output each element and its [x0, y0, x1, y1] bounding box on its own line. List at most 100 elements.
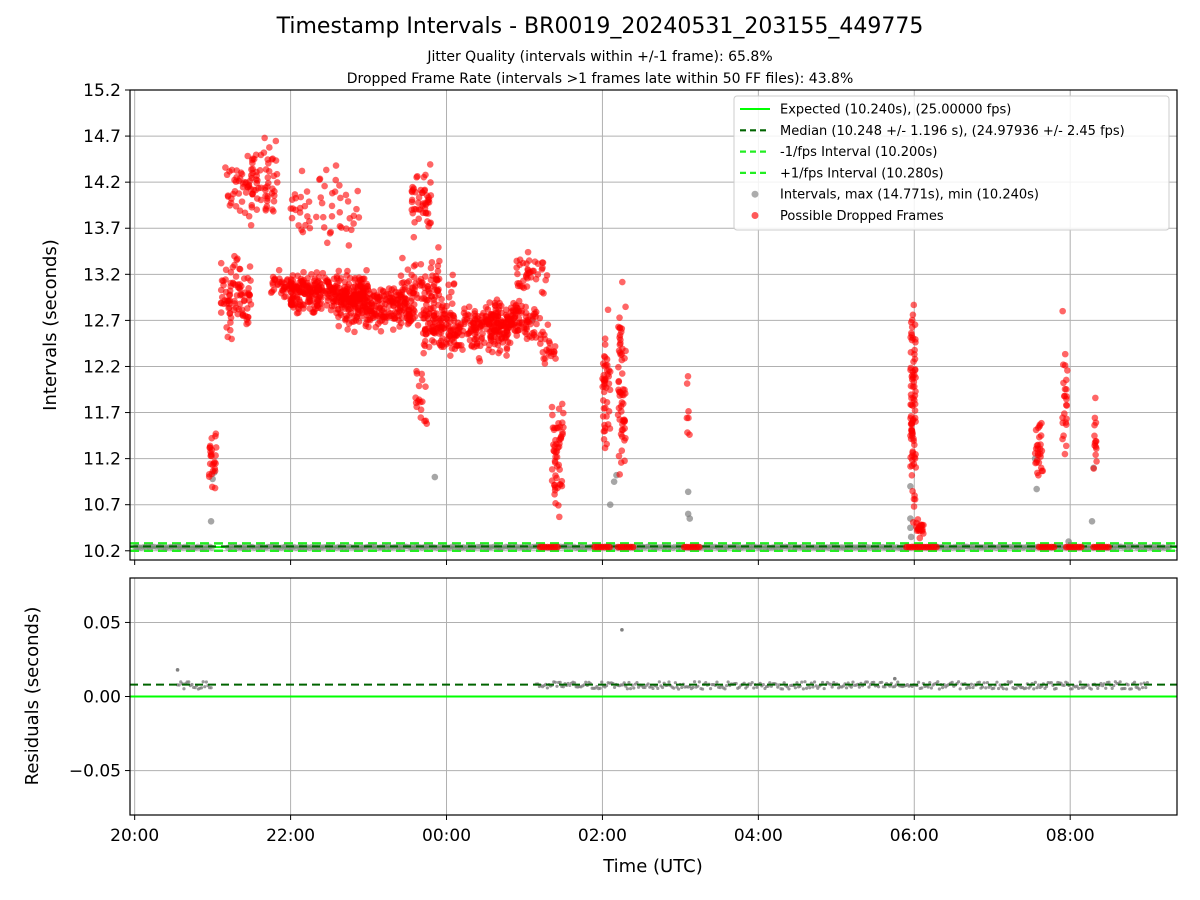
- dropped-frame-point: [459, 346, 466, 354]
- dropped-frame-point: [344, 198, 352, 205]
- dropped-frame-point: [389, 326, 397, 333]
- dropped-frame-point: [549, 411, 556, 419]
- top-y-axis-label: Intervals (seconds): [40, 239, 61, 411]
- dropped-frame-point: [296, 288, 304, 296]
- dropped-frame-point: [270, 207, 277, 215]
- dropped-frame-point: [554, 444, 562, 452]
- dropped-frame-point: [317, 194, 325, 201]
- x-tick-label: 04:00: [734, 826, 783, 846]
- dropped-frame-point: [235, 190, 243, 197]
- dropped-frame-point: [551, 343, 559, 350]
- dropped-frame-point: [615, 377, 623, 385]
- dropped-frame-point: [323, 239, 331, 247]
- dropped-frame-point: [408, 271, 415, 279]
- dropped-frame-point: [448, 288, 455, 296]
- dropped-frame-point: [616, 324, 624, 332]
- residual-point: [724, 684, 729, 688]
- dropped-frame-point: [244, 152, 252, 160]
- dropped-frame-point: [1036, 421, 1044, 429]
- dropped-frame-point: [600, 435, 608, 443]
- dropped-frame-point: [265, 160, 272, 167]
- residual-point: [787, 687, 791, 691]
- residual-point: [1132, 680, 1137, 684]
- dropped-frame-point: [907, 414, 914, 422]
- dropped-frame-point: [908, 329, 915, 337]
- dropped-frame-point: [217, 259, 225, 267]
- residual-point: [971, 685, 975, 690]
- residual-point: [199, 686, 204, 690]
- dropped-frame-point: [380, 313, 388, 321]
- residual-point: [995, 680, 999, 684]
- dropped-frame-point: [315, 274, 323, 281]
- dropped-frame-point: [556, 481, 564, 488]
- dropped-frame-point: [685, 414, 692, 422]
- dropped-frame-point: [424, 320, 432, 328]
- dropped-frame-point: [391, 308, 399, 316]
- figure-title: Timestamp Intervals - BR0019_20240531_20…: [276, 14, 924, 39]
- dropped-frame-point: [550, 350, 558, 358]
- dropped-frame-point: [622, 303, 629, 311]
- dropped-frame-point: [443, 340, 450, 348]
- dropped-frame-point: [376, 293, 384, 300]
- dropped-frame-point: [412, 205, 420, 213]
- dropped-frame-point: [414, 321, 422, 329]
- dropped-frame-point: [685, 408, 692, 415]
- dropped-frame-point: [488, 310, 495, 318]
- dropped-frame-point: [1038, 467, 1046, 475]
- dropped-frame-point: [520, 284, 528, 292]
- dropped-frame-point: [599, 397, 607, 404]
- residual-point: [811, 685, 815, 689]
- dropped-frame-point: [435, 275, 443, 283]
- dropped-frame-point: [1063, 386, 1070, 393]
- dropped-frame-point: [230, 306, 238, 314]
- top-y-tick-label: 11.7: [83, 404, 121, 424]
- residual-point: [700, 687, 705, 691]
- dropped-frame-point: [911, 492, 918, 499]
- dropped-frame-point: [418, 370, 426, 378]
- residual-point: [635, 680, 639, 685]
- legend-entry: -1/fps Interval (10.200s): [740, 145, 937, 160]
- dropped-frame-point: [911, 350, 918, 358]
- residual-point: [1086, 683, 1090, 687]
- residual-point: [808, 686, 812, 690]
- residual-point: [673, 681, 677, 685]
- dropped-frame-point: [222, 266, 230, 274]
- dropped-frame-point: [556, 423, 564, 431]
- dropped-frame-point: [322, 277, 330, 285]
- dropped-frame-point: [403, 279, 411, 286]
- dropped-frame-point: [434, 267, 442, 275]
- dropped-frame-point: [241, 297, 248, 304]
- dropped-frame-point: [526, 333, 533, 340]
- top-y-tick-label: 12.2: [83, 357, 121, 377]
- dropped-frame-point: [423, 420, 431, 427]
- residual-point: [865, 680, 869, 684]
- dropped-frame-point: [495, 349, 502, 357]
- dropped-frame-point: [353, 205, 360, 213]
- dropped-frame-point: [320, 224, 328, 231]
- residual-point: [876, 685, 881, 689]
- residual-point: [820, 680, 825, 685]
- dropped-frame-point: [606, 368, 614, 376]
- dropped-frame-point: [248, 201, 256, 209]
- x-axis-label: Time (UTC): [602, 856, 703, 877]
- residual-point: [600, 680, 604, 684]
- dropped-frame-point: [261, 134, 268, 142]
- dropped-frame-point: [358, 313, 365, 320]
- residual-point: [622, 681, 626, 685]
- dropped-frame-point: [629, 543, 637, 551]
- dropped-frame-point: [227, 279, 235, 287]
- dropped-frame-point: [289, 276, 297, 284]
- dropped-frame-point: [494, 326, 502, 334]
- dropped-frame-point: [351, 291, 358, 299]
- dropped-frame-point: [289, 294, 297, 301]
- residual-point: [187, 680, 191, 684]
- dropped-frame-point: [337, 194, 344, 202]
- dropped-frame-point: [1032, 426, 1040, 434]
- top-y-tick-label: 14.2: [83, 173, 121, 193]
- residual-point: [656, 686, 660, 690]
- dropped-frame-point: [324, 290, 332, 298]
- x-tick-label: 06:00: [890, 826, 939, 846]
- dropped-frame-point: [622, 434, 629, 442]
- dropped-frame-point: [348, 318, 356, 325]
- legend-entry: +1/fps Interval (10.280s): [740, 166, 944, 181]
